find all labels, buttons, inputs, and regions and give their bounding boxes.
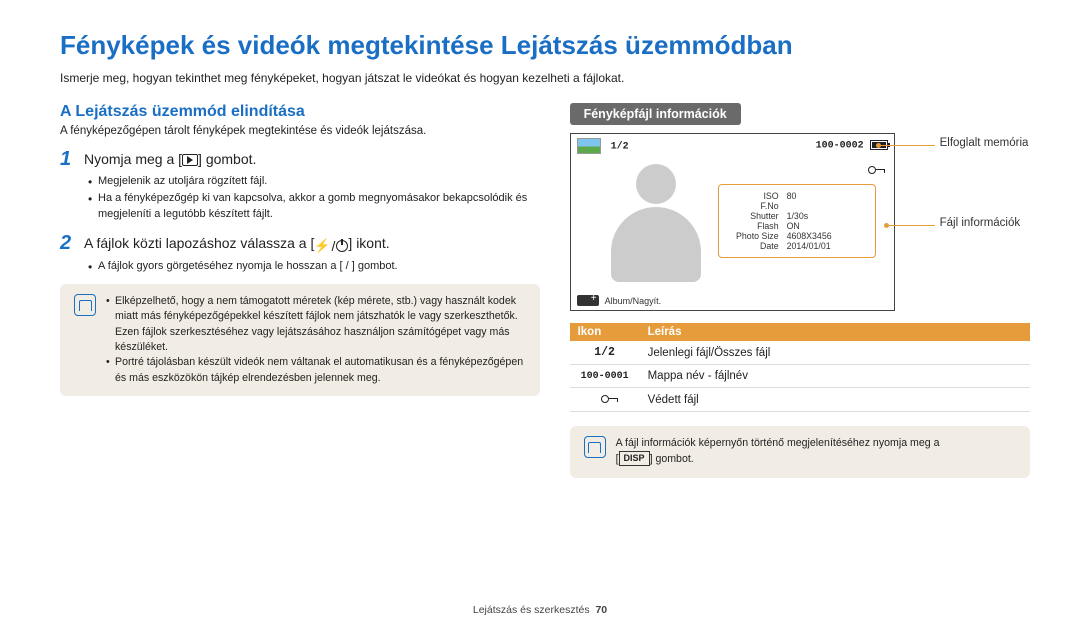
- note-list: Elképzelhető, hogy a nem támogatott mére…: [106, 294, 526, 386]
- table-header: Ikon Leírás: [570, 323, 1030, 341]
- step-number: 2: [60, 233, 74, 253]
- table-row: 1/2 Jelenlegi fájl/Összes fájl: [570, 341, 1030, 365]
- page-footer: Lejátszás és szerkesztés 70: [0, 604, 1080, 616]
- lock-key-icon: [868, 164, 876, 176]
- disp-button-icon: DISP: [619, 451, 650, 466]
- bullet-item: A fájlok gyors görgetéséhez nyomja le ho…: [88, 258, 540, 275]
- note-item: Portré tájolásban készült videók nem vál…: [106, 355, 526, 386]
- play-button-icon: [182, 154, 198, 166]
- note-icon: [74, 294, 96, 316]
- info-pill: Fényképfájl információk: [570, 103, 741, 125]
- file-info-panel: ISO80 F.No Shutter1/30s FlashON Photo Si…: [718, 184, 876, 258]
- page-subtitle: Ismerje meg, hogyan tekinthet meg fényké…: [60, 71, 1030, 85]
- callout-line: [888, 225, 935, 226]
- bullet-item: Ha a fényképezőgép ki van kapcsolva, akk…: [88, 190, 540, 223]
- note-box: Elképzelhető, hogy a nem támogatott mére…: [60, 284, 540, 396]
- thumbnail-icon: [577, 138, 601, 154]
- step-text: Nyomja meg a [] gombot.: [84, 149, 256, 167]
- cell-icon: [570, 388, 640, 411]
- table-row: Védett fájl: [570, 388, 1030, 412]
- key-icon: [601, 395, 609, 403]
- step-number: 1: [60, 149, 74, 169]
- page-title: Fényképek és videók megtekintése Lejátsz…: [60, 30, 1030, 61]
- right-column: Fényképfájl információk 1/2 100-0002: [570, 103, 1030, 478]
- display-fileno: 100-0002: [816, 141, 864, 152]
- table-row: 100-0001 Mappa név - fájlnév: [570, 365, 1030, 388]
- note-icon: [584, 436, 606, 458]
- display-counter: 1/2: [611, 142, 629, 153]
- step1-bullets: Megjelenik az utoljára rögzített fájl. H…: [60, 173, 540, 223]
- zoom-button-icon: [577, 295, 599, 306]
- section-subtext: A fényképezőgépen tárolt fényképek megte…: [60, 125, 540, 137]
- step-2: 2 A fájlok közti lapozáshoz válassza a […: [60, 233, 540, 254]
- step-text: A fájlok közti lapozáshoz válassza a [⚡/…: [84, 233, 390, 254]
- left-column: A Lejátszás üzemmód elindítása A fénykép…: [60, 103, 540, 478]
- th-icon: Ikon: [570, 323, 640, 341]
- note-text: A fájl információk képernyőn történő meg…: [616, 436, 1016, 468]
- cell-desc: Jelenlegi fájl/Összes fájl: [640, 342, 1030, 364]
- callout-line: [880, 145, 935, 146]
- cell-desc: Védett fájl: [640, 389, 1030, 411]
- th-desc: Leírás: [640, 323, 1030, 341]
- section-heading: A Lejátszás üzemmód elindítása: [60, 103, 540, 121]
- page-number: 70: [595, 604, 607, 616]
- icon-table: Ikon Leírás 1/2 Jelenlegi fájl/Összes fá…: [570, 323, 1030, 412]
- step2-bullets: A fájlok gyors görgetéséhez nyomja le ho…: [60, 258, 540, 275]
- step-1: 1 Nyomja meg a [] gombot.: [60, 149, 540, 169]
- callout-memory: Elfoglalt memória: [940, 137, 1029, 149]
- camera-display-mock: 1/2 100-0002 ISO80 F.No Shutter1/30s: [570, 133, 895, 311]
- cell-desc: Mappa név - fájlnév: [640, 365, 1030, 387]
- two-column-layout: A Lejátszás üzemmód elindítása A fénykép…: [60, 103, 1030, 478]
- note-item: Elképzelhető, hogy a nem támogatott mére…: [106, 294, 526, 355]
- cell-icon: 1/2: [570, 341, 640, 364]
- footer-section: Lejátszás és szerkesztés: [473, 604, 590, 616]
- person-silhouette: [601, 164, 711, 294]
- display-footer: Album/Nagyít.: [577, 295, 662, 306]
- bullet-item: Megjelenik az utoljára rögzített fájl.: [88, 173, 540, 190]
- callout-fileinfo: Fájl információk: [940, 217, 1021, 229]
- note-box: A fájl információk képernyőn történő meg…: [570, 426, 1030, 478]
- flash-power-icon: ⚡/: [314, 238, 348, 254]
- display-footer-label: Album/Nagyít.: [605, 296, 662, 306]
- display-counter-group: 1/2: [577, 138, 629, 154]
- cell-icon: 100-0001: [570, 366, 640, 387]
- display-topbar: 1/2 100-0002: [577, 138, 888, 154]
